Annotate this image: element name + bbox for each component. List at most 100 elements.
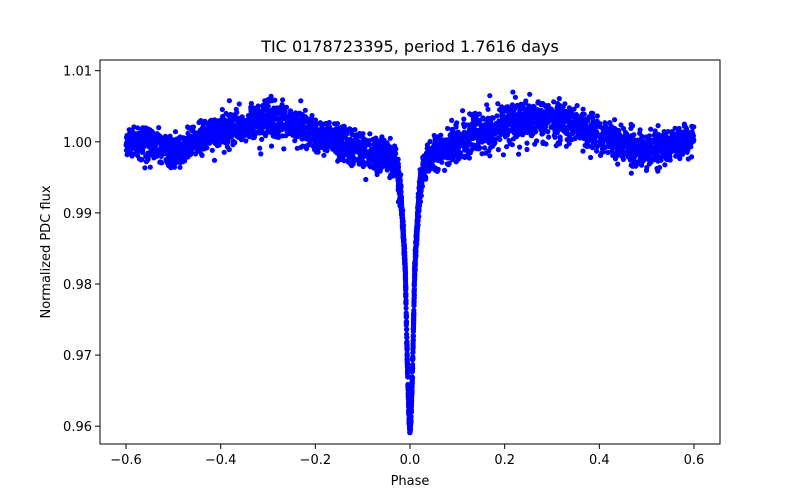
- data-point: [410, 326, 416, 332]
- data-point: [646, 161, 653, 167]
- data-point: [495, 101, 501, 107]
- data-point: [137, 132, 143, 138]
- data-point: [682, 143, 688, 149]
- data-point: [633, 163, 639, 169]
- data-point: [464, 152, 470, 158]
- data-point: [383, 160, 389, 166]
- data-point: [402, 274, 409, 280]
- data-point: [564, 137, 570, 143]
- data-point: [655, 136, 661, 142]
- data-point: [559, 105, 565, 111]
- data-point: [566, 105, 573, 111]
- data-point: [246, 134, 253, 140]
- data-point: [402, 269, 408, 275]
- data-point: [275, 110, 282, 116]
- data-point: [522, 106, 528, 112]
- data-point: [647, 137, 653, 143]
- data-point: [602, 120, 608, 126]
- data-point: [404, 340, 410, 346]
- data-point: [373, 143, 379, 149]
- data-point: [374, 171, 380, 178]
- data-point: [445, 142, 451, 148]
- data-point: [220, 116, 226, 123]
- data-point: [273, 122, 279, 128]
- data-point: [289, 119, 295, 126]
- data-point: [389, 161, 395, 167]
- data-point: [250, 127, 256, 133]
- data-point: [231, 126, 237, 132]
- data-point: [564, 130, 570, 136]
- y-tick-label: 0.99: [63, 207, 92, 222]
- data-point: [510, 136, 517, 142]
- data-point: [551, 99, 557, 105]
- data-point: [476, 111, 482, 117]
- data-point: [397, 184, 403, 190]
- data-point: [130, 137, 136, 143]
- data-point: [405, 400, 412, 406]
- data-point: [453, 136, 459, 142]
- data-point: [214, 132, 220, 138]
- data-point: [190, 126, 196, 133]
- data-point: [427, 147, 433, 153]
- data-point: [404, 364, 410, 371]
- data-point: [226, 98, 232, 104]
- data-point: [415, 213, 421, 219]
- data-point: [684, 149, 690, 155]
- data-point: [639, 159, 645, 165]
- data-point: [281, 146, 287, 152]
- data-point: [483, 129, 489, 135]
- data-point: [347, 159, 353, 165]
- data-point: [574, 103, 580, 109]
- data-point: [490, 143, 496, 149]
- data-point: [335, 157, 342, 163]
- data-point: [400, 218, 406, 224]
- data-point: [326, 141, 333, 147]
- data-point: [517, 144, 523, 150]
- data-point: [410, 357, 416, 363]
- data-point: [312, 117, 319, 123]
- data-point: [489, 115, 495, 121]
- data-point: [333, 126, 339, 132]
- data-point: [613, 144, 619, 150]
- data-point: [672, 125, 678, 131]
- data-point: [310, 129, 316, 135]
- data-point: [156, 125, 162, 131]
- data-point: [411, 298, 417, 305]
- data-point: [439, 159, 445, 165]
- data-point: [514, 102, 520, 108]
- data-point: [487, 93, 493, 99]
- data-point: [504, 114, 510, 120]
- data-point: [577, 135, 583, 141]
- data-point: [667, 153, 673, 160]
- x-tick-label: −0.2: [300, 453, 332, 468]
- data-point: [553, 121, 559, 127]
- data-point: [337, 153, 343, 159]
- data-point: [471, 142, 478, 148]
- data-point: [618, 122, 624, 128]
- data-point: [347, 146, 353, 152]
- data-point: [420, 161, 426, 167]
- data-point: [557, 122, 563, 128]
- data-point: [229, 112, 235, 118]
- scatter-points: [123, 89, 697, 436]
- data-point: [410, 350, 416, 356]
- data-point: [676, 135, 683, 141]
- data-point: [172, 129, 179, 135]
- data-point: [590, 115, 596, 121]
- data-point: [480, 115, 486, 121]
- data-point: [171, 156, 177, 162]
- data-point: [363, 137, 369, 143]
- data-point: [367, 131, 373, 137]
- data-point: [221, 128, 227, 134]
- data-point: [410, 365, 416, 371]
- data-point: [413, 239, 419, 245]
- data-point: [643, 154, 649, 160]
- data-point: [646, 133, 653, 139]
- data-point: [508, 115, 514, 121]
- data-point: [543, 141, 549, 147]
- data-point: [239, 128, 245, 134]
- data-point: [409, 374, 415, 380]
- data-point: [175, 159, 182, 165]
- data-point: [500, 152, 506, 158]
- data-point: [589, 125, 595, 131]
